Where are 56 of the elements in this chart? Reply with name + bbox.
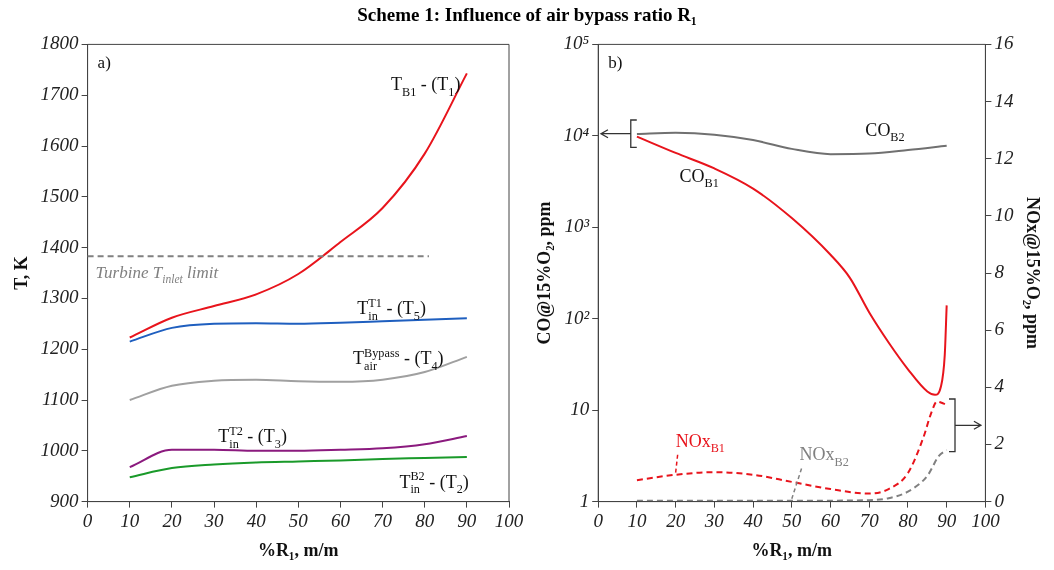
y-tick-label: 10² bbox=[564, 306, 590, 328]
x-tick-label: 40 bbox=[743, 510, 764, 531]
chart-title: Scheme 1: Influence of air bypass ratio R₁ bbox=[356, 4, 698, 26]
y2-tick-label: 12 bbox=[994, 146, 1014, 168]
x-tick-label: 20 bbox=[666, 510, 686, 531]
y-tick-label: 10⁴ bbox=[563, 123, 590, 145]
y2-axis-title: NOx@15%O₂, ppm bbox=[1022, 196, 1043, 350]
y-tick-label: 1200 bbox=[40, 337, 80, 359]
x-tick-label: 80 bbox=[415, 510, 435, 531]
y-tick-label: 1300 bbox=[40, 286, 80, 308]
y2-tick-label: 14 bbox=[994, 89, 1014, 111]
y2-tick-label: 16 bbox=[994, 32, 1014, 54]
y-tick-label: 1 bbox=[579, 489, 590, 511]
x-tick-label: 60 bbox=[821, 510, 841, 531]
annotation: b) bbox=[608, 53, 623, 73]
y-tick-label: 1000 bbox=[40, 438, 80, 460]
y-tick-label: 10⁵ bbox=[563, 32, 590, 54]
x-tick-label: 40 bbox=[246, 510, 267, 531]
x-tick-label: 50 bbox=[782, 510, 802, 531]
y2-tick-label: 0 bbox=[994, 489, 1005, 511]
x-tick-label: 90 bbox=[937, 510, 957, 531]
annotation: a) bbox=[97, 53, 111, 73]
x-tick-label: 50 bbox=[288, 510, 309, 531]
x-tick-label: 0 bbox=[82, 510, 93, 531]
x-tick-label: 60 bbox=[330, 510, 351, 531]
y-tick-label: 1100 bbox=[42, 388, 80, 409]
y-tick-label: 1500 bbox=[40, 184, 80, 206]
x-tick-label: 20 bbox=[162, 510, 182, 531]
y-tick-label: 1600 bbox=[40, 134, 80, 155]
x-axis-title: %R₁, m/m bbox=[258, 539, 339, 560]
x-tick-label: 0 bbox=[593, 510, 604, 531]
x-tick-label: 100 bbox=[494, 510, 524, 531]
y-tick-label: 1800 bbox=[40, 32, 80, 54]
x-tick-label: 80 bbox=[898, 510, 918, 531]
y2-tick-label: 6 bbox=[994, 318, 1005, 340]
y-axis-title: T, K bbox=[11, 256, 32, 290]
x-tick-label: 100 bbox=[971, 510, 1001, 531]
x-tick-label: 90 bbox=[457, 510, 477, 531]
line-series bbox=[635, 400, 948, 495]
y-tick-label: 10 bbox=[570, 398, 590, 420]
y2-tick-label: 2 bbox=[994, 432, 1005, 454]
x-tick-label: 70 bbox=[859, 510, 880, 531]
x-tick-label: 10 bbox=[627, 510, 647, 531]
y-tick-label: 10³ bbox=[564, 215, 590, 237]
y-tick-label: 1400 bbox=[40, 235, 80, 257]
x-tick-label: 30 bbox=[703, 510, 725, 531]
x-tick-label: 30 bbox=[203, 510, 225, 531]
x-tick-label: 10 bbox=[120, 510, 140, 531]
y2-tick-label: 10 bbox=[994, 203, 1014, 225]
y2-tick-label: 4 bbox=[994, 375, 1005, 397]
x-axis-title: %R₁, m/m bbox=[751, 539, 832, 560]
y-tick-label: 1700 bbox=[40, 83, 80, 105]
y-tick-label: 900 bbox=[50, 489, 80, 511]
y2-tick-label: 8 bbox=[994, 261, 1005, 282]
x-tick-label: 70 bbox=[373, 510, 393, 531]
y-axis-title: CO@15%O₂, ppm bbox=[534, 201, 555, 345]
